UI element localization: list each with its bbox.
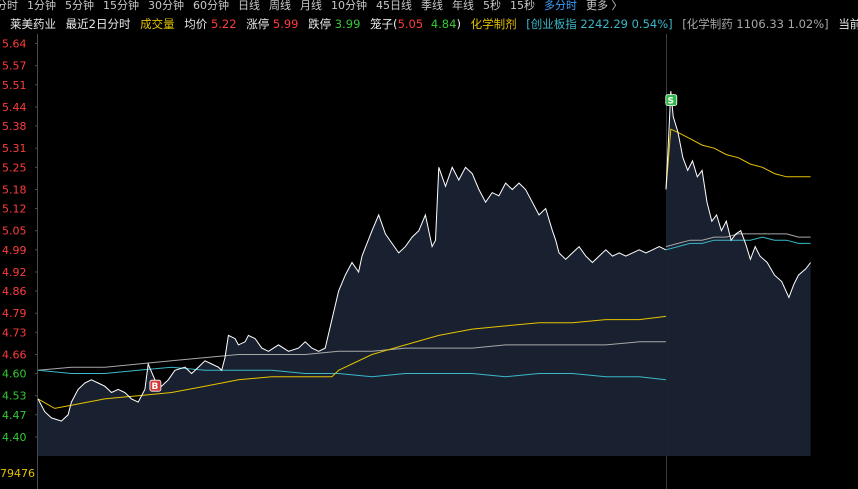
y-tick-label: 4.53 bbox=[2, 390, 27, 403]
y-tick-label: 4.66 bbox=[2, 349, 27, 362]
tab-0[interactable]: 分时 bbox=[0, 0, 18, 12]
tab-1[interactable]: 1分钟 bbox=[27, 0, 56, 12]
y-tick-label: 5.51 bbox=[2, 79, 27, 92]
sell-marker-label: S bbox=[668, 97, 674, 107]
y-tick-label: 4.60 bbox=[2, 368, 27, 381]
avg-line-day-1 bbox=[37, 315, 666, 409]
tab-16[interactable]: 更多 〉 bbox=[586, 0, 623, 12]
cage-high: 5.05 bbox=[397, 17, 424, 31]
sector-line-day-2 bbox=[665, 233, 811, 248]
series-lines bbox=[37, 91, 811, 422]
cage-label: 笼子( bbox=[370, 17, 398, 31]
tab-10[interactable]: 45日线 bbox=[376, 0, 412, 12]
period-label[interactable]: 最近2日分时 bbox=[65, 17, 131, 31]
index-line-day-1 bbox=[37, 366, 666, 381]
sell-marker-box bbox=[665, 94, 678, 106]
y-tick-label: 5.25 bbox=[2, 161, 27, 174]
volume-axis-label: 79476 bbox=[0, 467, 35, 480]
buy-marker-box bbox=[149, 379, 162, 392]
tab-12[interactable]: 年线 bbox=[452, 0, 474, 12]
y-tick-label: 4.47 bbox=[2, 409, 27, 422]
index-quote[interactable]: [创业板指 2242.29 0.54%] bbox=[526, 17, 673, 31]
tab-14[interactable]: 15秒 bbox=[510, 0, 535, 12]
y-tick-label: 5.57 bbox=[2, 60, 27, 73]
tab-2[interactable]: 5分钟 bbox=[65, 0, 94, 12]
price-line-day-2 bbox=[665, 91, 811, 299]
volume-label[interactable]: 成交量 bbox=[140, 17, 175, 31]
y-tick-label: 5.44 bbox=[2, 101, 27, 114]
price-area-fills bbox=[38, 91, 811, 457]
y-tick-label: 4.40 bbox=[2, 431, 27, 444]
avg-price-value: 5.22 bbox=[210, 17, 237, 31]
price-area-day-2 bbox=[666, 91, 811, 456]
avg-line-day-2 bbox=[665, 128, 811, 190]
y-axis-ticks: 5.64 5.57 5.51 5.44 5.38 5.31 5.25 5.18 5.12 5.05… bbox=[2, 38, 38, 444]
price-area-day-1 bbox=[38, 167, 666, 457]
price-line-day-1 bbox=[37, 166, 667, 422]
current-account[interactable]: 当前账户 bbox=[838, 17, 858, 31]
tab-9[interactable]: 10分钟 bbox=[331, 0, 367, 12]
limit-up-value: 5.99 bbox=[272, 17, 299, 31]
y-tick-label: 5.12 bbox=[2, 203, 27, 216]
tab-4[interactable]: 30分钟 bbox=[148, 0, 184, 12]
y-tick-label: 4.92 bbox=[2, 266, 27, 279]
info-bar: 莱美药业 最近2日分时 成交量 均价 5.22 涨停 5.99 跌停 3.99 … bbox=[0, 14, 858, 34]
tab-8[interactable]: 月线 bbox=[300, 0, 322, 12]
buy-marker[interactable]: B bbox=[149, 379, 162, 392]
y-tick-label: 5.05 bbox=[2, 225, 27, 238]
tab-6[interactable]: 日线 bbox=[238, 0, 260, 12]
limit-down-value: 3.99 bbox=[334, 17, 361, 31]
index-line-day-2 bbox=[665, 236, 811, 251]
y-tick-label: 5.64 bbox=[2, 38, 27, 51]
tab-11[interactable]: 季线 bbox=[421, 0, 443, 12]
cage-close: ) bbox=[456, 17, 461, 31]
tab-13[interactable]: 5秒 bbox=[483, 0, 501, 12]
tab-15[interactable]: 多分时 bbox=[544, 0, 577, 12]
y-tick-label: 4.73 bbox=[2, 326, 27, 339]
limit-down-label: 跌停 bbox=[308, 17, 332, 31]
avg-price-label: 均价 bbox=[184, 17, 208, 31]
cage-low: 4.84 bbox=[430, 17, 457, 31]
y-tick-label: 5.38 bbox=[2, 120, 27, 133]
limit-up-label: 涨停 bbox=[246, 17, 270, 31]
y-tick-label: 5.18 bbox=[2, 184, 27, 197]
tab-3[interactable]: 15分钟 bbox=[103, 0, 139, 12]
tab-5[interactable]: 60分钟 bbox=[193, 0, 229, 12]
tab-7[interactable]: 周线 bbox=[269, 0, 291, 12]
period-tabs: 分时 1分钟 5分钟 15分钟 30分钟 60分钟 日线 周线 月线 10分钟 45日线 季线 年线 5秒… bbox=[0, 0, 858, 14]
sector-line-day-1 bbox=[37, 341, 666, 371]
sector-label[interactable]: 化学制剂 bbox=[470, 17, 517, 31]
y-tick-label: 4.86 bbox=[2, 285, 27, 298]
sector-quote[interactable]: [化学制药 1106.33 1.02%] bbox=[682, 17, 829, 31]
buy-marker-label: B bbox=[151, 382, 158, 392]
y-tick-label: 5.31 bbox=[2, 142, 27, 155]
y-tick-label: 4.99 bbox=[2, 244, 27, 257]
y-tick-label: 4.79 bbox=[2, 307, 27, 320]
stock-name[interactable]: 莱美药业 bbox=[10, 17, 56, 31]
trade-markers: BS bbox=[149, 94, 678, 392]
sell-marker[interactable]: S bbox=[665, 94, 678, 107]
